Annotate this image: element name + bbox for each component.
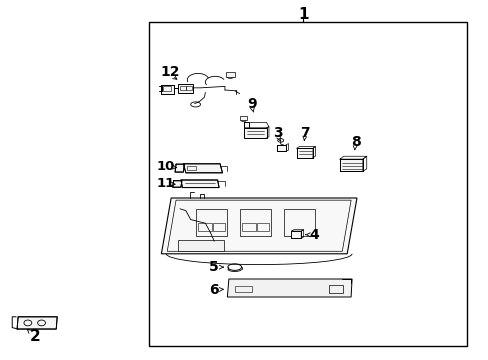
Text: 2: 2	[30, 329, 41, 344]
Bar	[239, 209, 271, 236]
Polygon shape	[161, 198, 356, 254]
Bar	[186, 166, 195, 170]
Text: 11: 11	[156, 177, 174, 190]
Bar	[239, 116, 247, 120]
Polygon shape	[181, 180, 219, 188]
Text: 12: 12	[160, 65, 180, 79]
Bar	[225, 72, 234, 77]
Polygon shape	[172, 181, 182, 187]
Bar	[195, 209, 227, 236]
Polygon shape	[339, 159, 362, 171]
Polygon shape	[244, 128, 266, 138]
Polygon shape	[227, 279, 351, 297]
Bar	[177, 240, 224, 251]
Text: 4: 4	[309, 228, 319, 242]
Text: 5: 5	[209, 260, 219, 274]
Bar	[328, 285, 343, 293]
Text: 8: 8	[350, 135, 360, 149]
Bar	[149, 22, 466, 346]
Polygon shape	[244, 122, 249, 128]
Text: 7: 7	[299, 126, 309, 140]
Bar	[198, 223, 211, 231]
Bar	[234, 286, 251, 292]
Polygon shape	[296, 148, 312, 158]
Bar	[256, 223, 268, 231]
Bar	[283, 209, 315, 236]
Bar	[186, 86, 191, 90]
Bar	[180, 86, 185, 90]
Polygon shape	[183, 164, 222, 173]
Polygon shape	[161, 85, 173, 94]
Polygon shape	[276, 145, 285, 151]
Polygon shape	[178, 84, 193, 93]
Text: 3: 3	[272, 126, 282, 140]
Bar	[163, 86, 170, 91]
Text: 10: 10	[156, 160, 174, 173]
Text: 1: 1	[297, 7, 308, 22]
Text: 6: 6	[209, 283, 219, 297]
Bar	[212, 223, 224, 231]
Text: 9: 9	[246, 98, 256, 111]
Polygon shape	[291, 231, 301, 238]
Bar	[242, 223, 255, 231]
Polygon shape	[175, 164, 184, 172]
Polygon shape	[17, 317, 57, 329]
